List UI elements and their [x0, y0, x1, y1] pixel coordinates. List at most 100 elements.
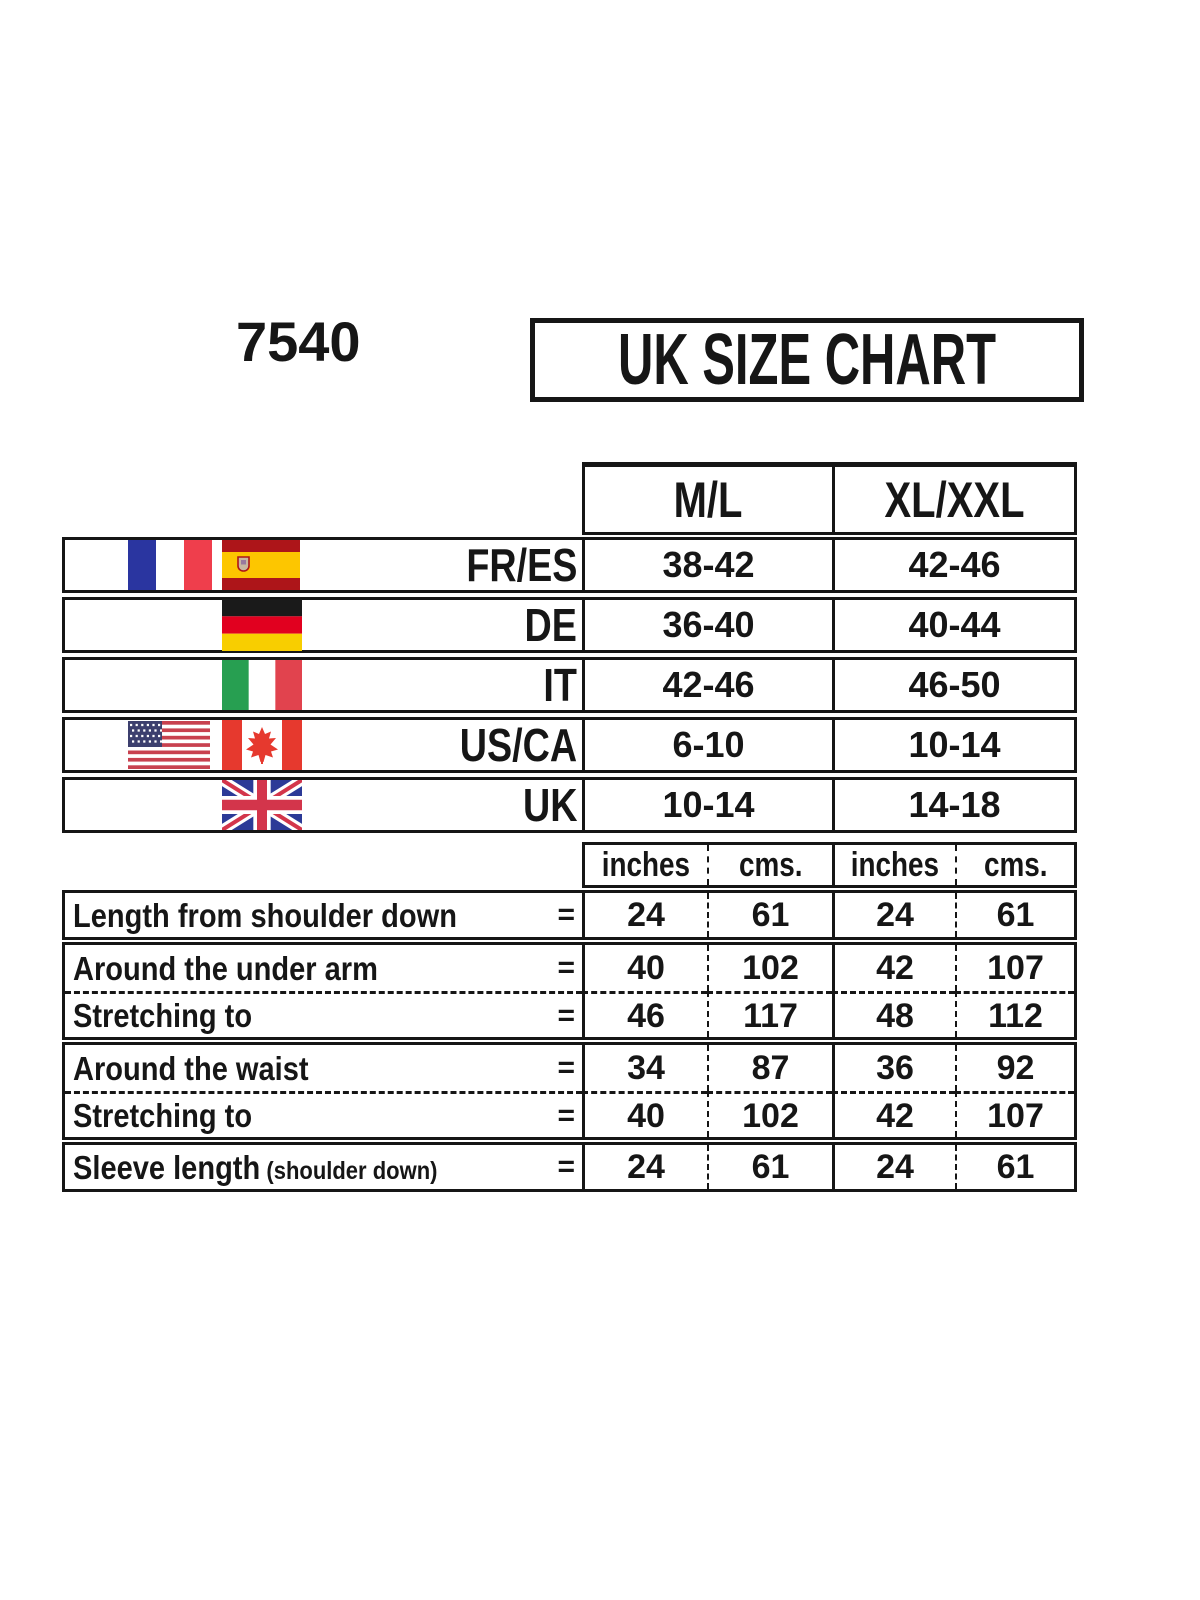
units-row: inches cms. inches cms. — [582, 842, 1077, 888]
france-flag-icon — [128, 540, 212, 590]
size-range: 14-18 — [908, 784, 1001, 825]
measurement-value-cell: 24 — [832, 893, 955, 937]
measurement-value: 40 — [627, 1096, 665, 1135]
country-label-cell: DE — [65, 599, 582, 651]
size-range: 10-14 — [662, 784, 755, 825]
country-label-cell: FR/ES — [65, 540, 582, 590]
measurement-value: 87 — [751, 1049, 790, 1087]
country-size-cell: 42-46 — [582, 660, 832, 710]
measurement-value: 42 — [876, 949, 914, 987]
measurement-value-cell: 40 — [582, 945, 707, 991]
measurement-label-text: Stretching to — [73, 997, 253, 1034]
measurement-value-cell: 42 — [832, 1091, 955, 1137]
country-label-cell: IT — [65, 660, 582, 710]
measurement-value: 102 — [742, 949, 799, 987]
measurement-value-cell: 117 — [707, 991, 832, 1037]
unit-header-label: cms. — [983, 846, 1048, 884]
size-range: 46-50 — [908, 664, 1001, 705]
country-size-cell: 40-44 — [832, 600, 1074, 650]
measurement-value-cell: 48 — [832, 991, 955, 1037]
usa-flag-icon — [128, 721, 210, 769]
measurement-value-cell: 61 — [707, 1145, 832, 1189]
equals-sign: = — [557, 998, 575, 1032]
country-size-cell: 10-14 — [832, 720, 1074, 770]
measurement-value: 46 — [627, 996, 665, 1035]
measurement-value: 107 — [987, 1096, 1044, 1135]
unit-header-label: inches — [850, 846, 940, 884]
measurement-label: Length from shoulder down — [73, 899, 463, 932]
country-row: IT 42-46 46-50 — [62, 657, 1077, 713]
unit-header-cell: cms. — [955, 845, 1074, 885]
measurement-value: 107 — [987, 949, 1044, 987]
measurement-value: 61 — [751, 1148, 790, 1186]
italy-flag-icon — [222, 660, 302, 710]
equals-sign: = — [557, 898, 575, 931]
measurement-label: Sleeve length (shoulder down) — [73, 1151, 437, 1184]
measurement-label-text: Around the waist — [73, 1049, 309, 1087]
measurement-label-text: Length from shoulder down — [73, 896, 457, 934]
measurement-label: Around the waist — [73, 1052, 315, 1085]
size-range: 36-40 — [662, 604, 755, 645]
measurement-label: Around the under arm — [73, 952, 384, 985]
measurement-label-cell: Length from shoulder down = — [65, 893, 582, 937]
measurement-value-cell: 87 — [707, 1045, 832, 1091]
measurement-value: 61 — [996, 896, 1035, 934]
spain-flag-icon — [222, 540, 300, 590]
measurement-value-cell: 102 — [707, 945, 832, 991]
measurement-value: 92 — [996, 1049, 1035, 1087]
measurement-value: 112 — [988, 996, 1043, 1035]
measurement-group: Around the waist = 34 87 36 92 Stretching to = 4… — [62, 1042, 1077, 1140]
country-row: UK 10-14 14-18 — [62, 777, 1077, 833]
size-header-label: XL/XXL — [884, 471, 1025, 528]
uk-flag-icon — [222, 780, 302, 830]
unit-header-cell: inches — [585, 845, 707, 885]
unit-header-label: cms. — [738, 846, 803, 884]
size-header-cell-ml: M/L — [585, 467, 832, 532]
measurement-value-cell: 92 — [955, 1045, 1074, 1091]
measurement-label: Stretching to — [73, 999, 258, 1032]
country-size-cell: 10-14 — [582, 780, 832, 830]
measurement-value-cell: 34 — [582, 1045, 707, 1091]
measurement-value-cell: 46 — [582, 991, 707, 1037]
measurement-value: 117 — [743, 996, 798, 1035]
product-code: 7540 — [236, 314, 361, 370]
size-header-label: M/L — [674, 471, 743, 528]
country-size-cell: 6-10 — [582, 720, 832, 770]
unit-header-cell: inches — [832, 845, 955, 885]
measurement-value-cell: 24 — [832, 1145, 955, 1189]
measurement-label-text: Sleeve length — [73, 1148, 261, 1186]
country-size-cell: 46-50 — [832, 660, 1074, 710]
germany-flag-icon — [222, 599, 302, 651]
unit-header-label: inches — [601, 846, 691, 884]
country-size-cell: 14-18 — [832, 780, 1074, 830]
unit-header-cell: cms. — [707, 845, 832, 885]
measurement-value: 36 — [876, 1049, 914, 1087]
country-code: UK — [522, 779, 577, 831]
measurement-label-cell: Stretching to = — [65, 1091, 582, 1137]
measurement-value-cell: 42 — [832, 945, 955, 991]
country-label-cell: US/CA — [65, 720, 582, 770]
measurement-value-cell: 61 — [955, 893, 1074, 937]
canada-flag-icon — [222, 720, 302, 770]
measurement-value-cell: 36 — [832, 1045, 955, 1091]
measurement-label-cell: Around the under arm = — [65, 945, 582, 991]
size-header-row: M/L XL/XXL — [582, 462, 1077, 535]
equals-sign: = — [557, 1098, 575, 1132]
size-range: 42-46 — [908, 544, 1001, 585]
size-range: 40-44 — [908, 604, 1001, 645]
equals-sign: = — [557, 1051, 575, 1084]
measurement-value: 42 — [876, 1096, 914, 1135]
size-range: 42-46 — [662, 664, 755, 705]
measurement-value-cell: 61 — [707, 893, 832, 937]
measurement-label-cell: Stretching to = — [65, 991, 582, 1037]
size-range: 6-10 — [672, 724, 745, 765]
measurement-value: 61 — [751, 896, 790, 934]
size-range: 38-42 — [662, 544, 755, 585]
measurement-label-text: Around the under arm — [73, 949, 378, 987]
measurement-value-cell: 40 — [582, 1091, 707, 1137]
page-title: UK SIZE CHART — [617, 320, 997, 400]
measurement-value: 24 — [876, 896, 914, 934]
measurement-value: 24 — [876, 1148, 914, 1186]
measurement-label: Stretching to — [73, 1099, 258, 1132]
country-code: DE — [524, 599, 577, 651]
